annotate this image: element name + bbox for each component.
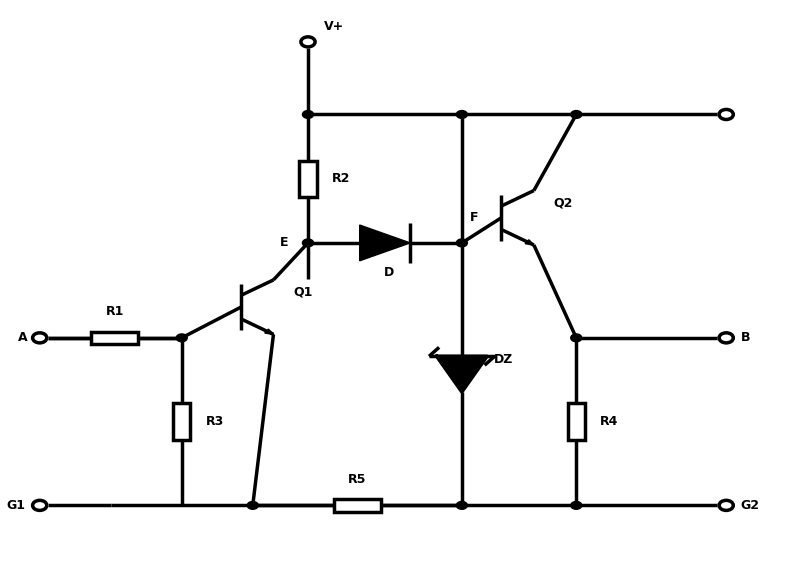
- Text: Q2: Q2: [554, 197, 573, 210]
- Polygon shape: [360, 225, 410, 261]
- Text: A: A: [18, 331, 28, 345]
- Text: DZ: DZ: [494, 353, 513, 366]
- Circle shape: [719, 109, 734, 120]
- Text: Q1: Q1: [293, 286, 313, 299]
- Text: F: F: [470, 210, 478, 223]
- Circle shape: [456, 501, 467, 509]
- Circle shape: [570, 501, 582, 509]
- Circle shape: [719, 333, 734, 343]
- Circle shape: [301, 37, 315, 47]
- Circle shape: [247, 501, 258, 509]
- Text: R1: R1: [106, 305, 124, 318]
- Circle shape: [570, 111, 582, 118]
- Polygon shape: [437, 356, 487, 392]
- Text: R4: R4: [600, 415, 618, 428]
- Text: G1: G1: [6, 499, 26, 512]
- Text: R3: R3: [206, 415, 224, 428]
- Polygon shape: [525, 240, 534, 245]
- Text: B: B: [741, 331, 750, 345]
- Circle shape: [456, 239, 467, 247]
- Bar: [173, 403, 190, 440]
- Text: R5: R5: [348, 473, 366, 486]
- Text: R2: R2: [332, 172, 350, 185]
- Text: G2: G2: [741, 499, 759, 512]
- Bar: [334, 499, 381, 512]
- Circle shape: [719, 500, 734, 510]
- Circle shape: [302, 111, 314, 118]
- Text: V+: V+: [324, 20, 344, 33]
- Circle shape: [33, 500, 47, 510]
- Text: E: E: [280, 236, 288, 249]
- Bar: [299, 161, 317, 197]
- Bar: [567, 403, 585, 440]
- Circle shape: [570, 334, 582, 342]
- Circle shape: [302, 239, 314, 247]
- Text: D: D: [384, 266, 394, 279]
- Circle shape: [33, 333, 47, 343]
- Circle shape: [176, 334, 187, 342]
- Bar: [91, 332, 138, 344]
- Circle shape: [456, 111, 467, 118]
- Polygon shape: [265, 329, 274, 334]
